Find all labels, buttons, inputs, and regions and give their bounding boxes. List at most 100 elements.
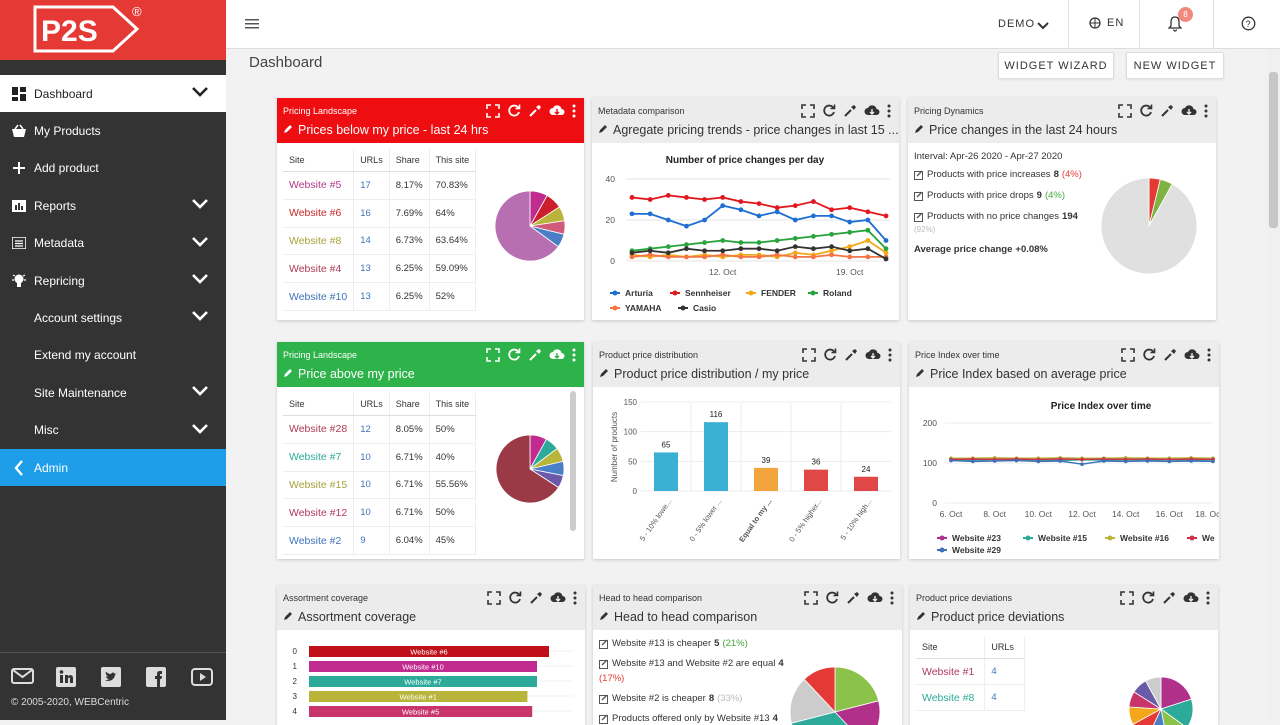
legend-item[interactable]: Roland <box>808 288 852 298</box>
data-point[interactable] <box>793 250 798 255</box>
sidebar-item-add-product[interactable]: Add product <box>0 150 226 187</box>
data-point[interactable] <box>865 209 870 214</box>
refresh-icon[interactable] <box>507 348 521 362</box>
data-point[interactable] <box>666 244 671 249</box>
expand-icon[interactable] <box>1120 591 1134 605</box>
site-link[interactable]: Website #5 <box>283 172 354 200</box>
site-link[interactable]: Website #12 <box>283 499 354 527</box>
more-vertical-icon[interactable] <box>1207 348 1211 362</box>
sidebar-item-dashboard[interactable]: Dashboard <box>0 75 226 112</box>
chevron-down-icon[interactable] <box>192 236 208 251</box>
pencil-icon[interactable] <box>915 367 925 381</box>
pencil-icon[interactable] <box>283 367 293 381</box>
site-link[interactable]: Website #2 <box>283 527 354 555</box>
hamburger-menu-icon[interactable] <box>245 17 259 29</box>
data-point[interactable] <box>720 238 725 243</box>
twitter-icon[interactable] <box>101 667 124 687</box>
eyedropper-icon[interactable] <box>529 591 543 605</box>
sidebar-item-reports[interactable]: Reports <box>0 187 226 224</box>
data-point[interactable] <box>757 255 762 260</box>
data-point[interactable] <box>757 246 762 251</box>
site-link[interactable]: Website #8 <box>916 685 985 711</box>
more-vertical-icon[interactable] <box>573 591 577 605</box>
data-point[interactable] <box>775 205 780 210</box>
site-link[interactable]: Website #1 <box>916 659 985 685</box>
data-point[interactable] <box>847 248 852 253</box>
data-point[interactable] <box>993 459 997 463</box>
data-point[interactable] <box>1037 460 1041 464</box>
expand-icon[interactable] <box>487 591 501 605</box>
data-point[interactable] <box>865 246 870 251</box>
legend-item[interactable]: Website #23 <box>937 533 1001 543</box>
data-point[interactable] <box>1058 459 1062 463</box>
bar[interactable] <box>804 470 828 491</box>
site-link[interactable]: Website #8 <box>283 227 354 255</box>
sidebar-item-site-maintenance[interactable]: Site Maintenance <box>0 374 226 411</box>
data-point[interactable] <box>702 255 707 260</box>
data-point[interactable] <box>1168 460 1172 464</box>
expand-icon[interactable] <box>801 104 815 118</box>
more-vertical-icon[interactable] <box>890 591 894 605</box>
cloud-download-icon[interactable] <box>1184 348 1200 362</box>
chevron-down-icon[interactable] <box>192 423 208 438</box>
data-point[interactable] <box>811 199 816 204</box>
legend-item[interactable]: Website #15 <box>1023 533 1087 543</box>
data-point[interactable] <box>684 255 689 260</box>
eyedropper-icon[interactable] <box>528 348 542 362</box>
data-point[interactable] <box>829 232 834 237</box>
expand-icon[interactable] <box>1121 348 1135 362</box>
bar[interactable] <box>654 452 678 491</box>
chevron-down-icon[interactable] <box>192 273 208 288</box>
pencil-icon[interactable] <box>283 610 293 624</box>
mail-icon[interactable] <box>11 667 34 687</box>
page-scrollbar-thumb[interactable] <box>1269 72 1278 228</box>
data-point[interactable] <box>829 207 834 212</box>
legend-item[interactable]: Website #29 <box>937 545 1001 555</box>
data-point[interactable] <box>847 230 852 235</box>
data-point[interactable] <box>829 248 834 253</box>
refresh-icon[interactable] <box>825 591 839 605</box>
pencil-icon[interactable] <box>599 610 609 624</box>
bar[interactable] <box>704 422 728 491</box>
chevron-down-icon[interactable] <box>192 86 208 101</box>
cloud-download-icon[interactable] <box>864 104 880 118</box>
data-point[interactable] <box>648 248 653 253</box>
pencil-icon[interactable] <box>599 367 609 381</box>
data-point[interactable] <box>630 195 635 200</box>
data-point[interactable] <box>793 203 798 208</box>
site-link[interactable]: Website #7 <box>283 443 354 471</box>
data-point[interactable] <box>775 209 780 214</box>
data-point[interactable] <box>720 203 725 208</box>
data-point[interactable] <box>829 214 834 219</box>
eyedropper-icon[interactable] <box>1160 104 1174 118</box>
data-point[interactable] <box>865 228 870 233</box>
data-point[interactable] <box>847 205 852 210</box>
sidebar-item-repricing[interactable]: Repricing <box>0 262 226 299</box>
cloud-download-icon[interactable] <box>1183 591 1199 605</box>
cloud-download-icon[interactable] <box>550 591 566 605</box>
legend-item[interactable]: Website #16 <box>1105 533 1169 543</box>
data-point[interactable] <box>684 246 689 251</box>
data-point[interactable] <box>775 252 780 257</box>
data-point[interactable] <box>847 244 852 249</box>
account-selector[interactable]: DEMO <box>998 18 1035 30</box>
cloud-download-icon[interactable] <box>549 104 565 118</box>
refresh-icon[interactable] <box>1142 348 1156 362</box>
data-point[interactable] <box>1189 459 1193 463</box>
site-link[interactable]: Website #6 <box>283 199 354 227</box>
more-vertical-icon[interactable] <box>572 104 576 118</box>
data-point[interactable] <box>884 250 889 255</box>
cloud-download-icon[interactable] <box>867 591 883 605</box>
refresh-icon[interactable] <box>1141 591 1155 605</box>
chevron-down-icon[interactable] <box>192 385 208 400</box>
youtube-icon[interactable] <box>191 667 214 687</box>
refresh-icon[interactable] <box>508 591 522 605</box>
sidebar-item-admin[interactable]: Admin <box>0 449 226 486</box>
expand-icon[interactable] <box>486 348 500 362</box>
legend-item[interactable]: YAMAHA <box>610 303 662 313</box>
pencil-icon[interactable] <box>283 123 293 137</box>
bar[interactable] <box>754 468 778 491</box>
data-point[interactable] <box>702 248 707 253</box>
refresh-icon[interactable] <box>823 348 837 362</box>
data-point[interactable] <box>793 244 798 249</box>
